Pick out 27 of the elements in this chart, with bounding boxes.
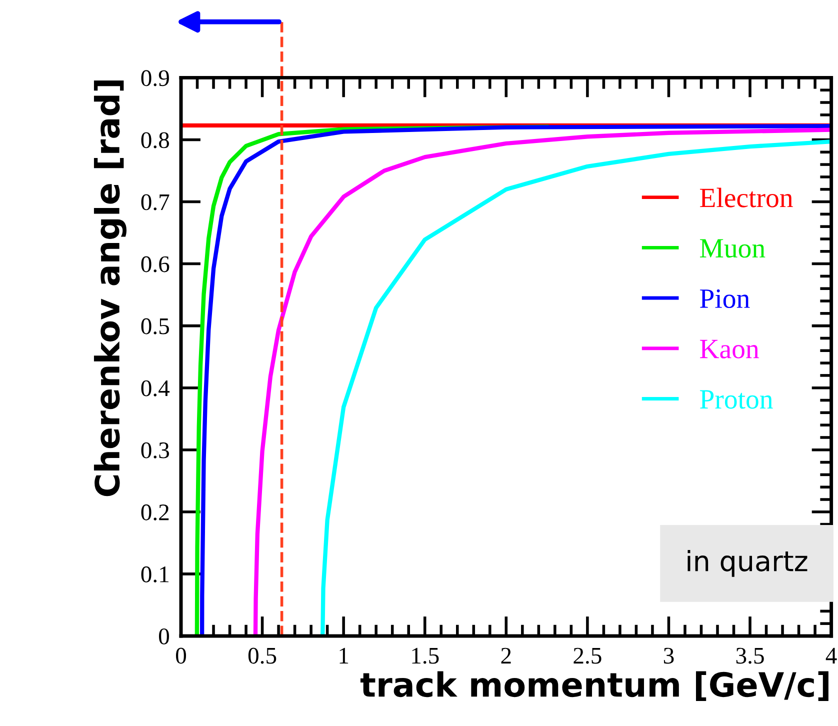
legend-label: Electron xyxy=(700,188,793,208)
y-tick-label: 0.6 xyxy=(141,256,170,272)
legend-label: Muon xyxy=(700,239,766,258)
legend-label: Proton xyxy=(700,390,773,409)
y-tick-label: 0.8 xyxy=(141,132,169,148)
y-axis-title: Cherenkov angle [rad] xyxy=(94,80,126,496)
x-tick-label: 0.5 xyxy=(248,648,276,664)
annotation: in quartz xyxy=(688,550,808,577)
x-tick-label: 4 xyxy=(826,648,837,664)
x-tick-label: 1.5 xyxy=(412,648,439,664)
x-tick-label: 0 xyxy=(176,648,186,664)
y-tick-label: 0.4 xyxy=(141,380,170,396)
legend-label: Pion xyxy=(700,289,750,308)
y-tick-label: 0.2 xyxy=(141,504,169,520)
y-tick-label: 0.5 xyxy=(141,318,169,334)
x-tick-label: 2 xyxy=(501,648,511,664)
y-tick-label: 0.1 xyxy=(141,566,168,582)
y-tick-label: 0.9 xyxy=(141,70,169,86)
y-tick-label: 0.3 xyxy=(141,442,169,458)
x-tick-label: 3 xyxy=(664,648,674,664)
x-tick-label: 3.5 xyxy=(736,648,764,664)
y-tick-label: 0.7 xyxy=(141,194,170,210)
y-tick-label: 0 xyxy=(158,628,169,644)
legend-label: Kaon xyxy=(700,340,759,358)
x-tick-label: 2.5 xyxy=(574,648,602,664)
x-tick-label: 1 xyxy=(340,648,348,664)
x-axis-title: track momentum [GeV/c] xyxy=(360,671,828,701)
